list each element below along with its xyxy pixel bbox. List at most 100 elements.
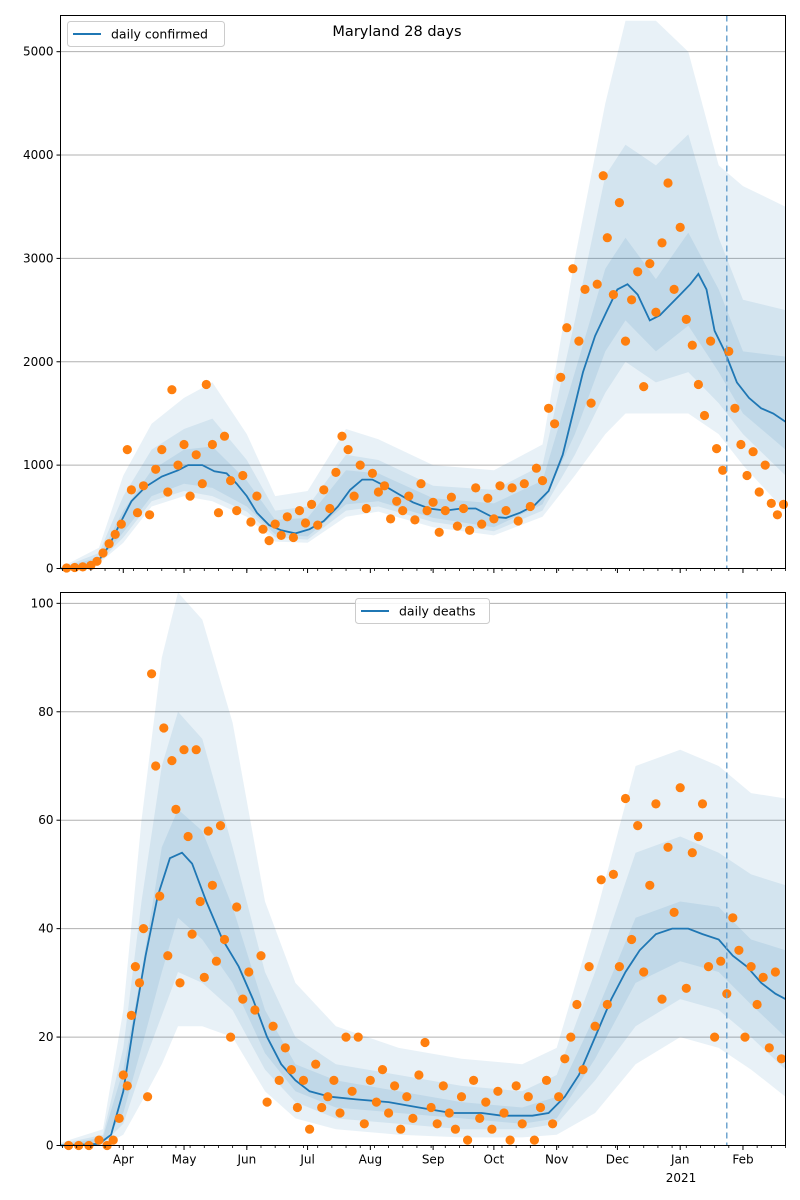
deaths-observed-point (758, 972, 768, 983)
deaths-panel: 0 20 40 60 80 100 Apr May Jun Jul Aug Sep Oct Nov Dec… (31, 592, 787, 1185)
deaths-model-line (60, 851, 786, 1147)
deaths-observed-point (268, 1021, 278, 1031)
deaths-y-axis: 0 20 40 60 80 100 (31, 596, 61, 1153)
confirmed-observed-point (778, 499, 789, 509)
confirmed-observed-point (489, 514, 499, 524)
deaths-x-tick-label: Jan (670, 1153, 690, 1167)
deaths-observed-point (746, 962, 756, 972)
deaths-observed-point (377, 1065, 388, 1075)
confirmed-observed-point (167, 385, 177, 395)
deaths-observed-point (365, 1075, 375, 1085)
confirmed-observed-point (568, 264, 578, 274)
deaths-observed-point (770, 967, 781, 977)
confirmed-observed-point (313, 520, 323, 530)
deaths-observed-point (548, 1119, 558, 1129)
deaths-observed-point (627, 934, 637, 945)
confirmed-observed-point (416, 479, 426, 489)
confirmed-observed-point (294, 506, 305, 516)
deaths-observed-point (697, 799, 708, 809)
confirmed-y-tick-label: 5000 (23, 45, 54, 59)
confirmed-observed-point (307, 499, 317, 509)
confirmed-observed-point (574, 336, 584, 346)
confirmed-observed-point (477, 519, 487, 529)
deaths-observed-point (493, 1086, 503, 1096)
deaths-observed-point (703, 962, 714, 972)
deaths-observed-point (499, 1108, 509, 1118)
deaths-observed-point (776, 1054, 787, 1064)
deaths-observed-point (614, 962, 625, 972)
confirmed-observed-point (550, 419, 560, 429)
confirmed-observed-point (602, 233, 612, 243)
deaths-observed-point (764, 1043, 774, 1053)
deaths-observed-point (420, 1037, 430, 1048)
confirmed-observed-point (513, 516, 523, 526)
deaths-observed-point (250, 1005, 260, 1015)
deaths-observed-point (752, 999, 762, 1010)
deaths-observed-point (693, 831, 704, 842)
deaths-observed-point (675, 783, 685, 793)
deaths-observed-point (584, 962, 594, 972)
confirmed-y-tick-label: 3000 (23, 251, 54, 265)
confirmed-observed-point (325, 503, 335, 514)
deaths-observed-point (280, 1043, 290, 1053)
deaths-y-tick-label: 20 (38, 1030, 53, 1044)
confirmed-observed-point (110, 529, 120, 540)
confirmed-legend-label: daily confirmed (111, 27, 208, 42)
deaths-x-tick-label: Apr (113, 1153, 134, 1167)
confirmed-observed-point (179, 439, 189, 450)
deaths-observed-point (226, 1032, 236, 1042)
deaths-observed-point (211, 956, 221, 966)
deaths-y-tick-label: 80 (38, 705, 53, 719)
deaths-observed-point (560, 1054, 570, 1064)
confirmed-observed-point (687, 340, 697, 350)
confirmed-observed-point (288, 532, 298, 543)
deaths-x-tick-label: Nov (545, 1153, 568, 1167)
deaths-observed-point (444, 1108, 454, 1118)
deaths-observed-point (469, 1075, 479, 1085)
deaths-observed-point (396, 1124, 406, 1134)
confirmed-observed-point (201, 379, 211, 390)
deaths-observed-point (596, 875, 606, 885)
confirmed-observed-point (337, 431, 347, 441)
deaths-observed-point (608, 869, 619, 880)
confirmed-observed-point (392, 496, 402, 506)
confirmed-observed-point (264, 536, 274, 546)
confirmed-observed-point (586, 398, 596, 408)
confirmed-y-tick-label: 4000 (23, 148, 54, 162)
confirmed-observed-point (766, 498, 776, 508)
confirmed-observed-point (718, 465, 728, 475)
confirmed-observed-point (614, 198, 625, 208)
deaths-x-tick-label: Sep (422, 1153, 445, 1167)
deaths-x-axis: Apr May Jun Jul Aug Sep Oct Nov Dec Jan Feb (62, 1145, 786, 1167)
deaths-observed-point (147, 669, 157, 679)
deaths-observed-point (126, 1010, 136, 1021)
deaths-observed-point (323, 1092, 333, 1102)
deaths-observed-point (687, 848, 697, 858)
deaths-observed-point (143, 1092, 153, 1102)
confirmed-y-axis: 0 1000 2000 3000 4000 5000 (23, 45, 61, 576)
confirmed-observed-point (428, 497, 438, 507)
deaths-observed-point (232, 902, 242, 912)
deaths-observed-point (487, 1124, 497, 1134)
confirmed-observed-point (627, 295, 637, 305)
deaths-observed-point (390, 1081, 400, 1091)
confirmed-band-1 (60, 134, 786, 569)
confirmed-observed-point (252, 491, 262, 501)
deaths-observed-point (244, 967, 254, 977)
deaths-x-tick-label: Jun (236, 1153, 256, 1167)
deaths-observed-point (183, 831, 193, 842)
deaths-observed-point (432, 1119, 442, 1129)
confirmed-observed-point (736, 439, 746, 450)
confirmed-observed-point (232, 506, 242, 516)
confirmed-observed-point (132, 508, 143, 518)
confirmed-observed-point (519, 479, 529, 489)
deaths-observed-point (681, 983, 691, 993)
confirmed-observed-point (598, 171, 608, 181)
deaths-x-tick-label: Dec (606, 1153, 629, 1167)
deaths-observed-point (541, 1075, 552, 1085)
confirmed-observed-point (693, 379, 704, 390)
confirmed-observed-point (675, 222, 685, 232)
confirmed-observed-point (483, 493, 493, 503)
deaths-x-tick-label: May (172, 1153, 197, 1167)
deaths-observed-point (426, 1102, 436, 1113)
